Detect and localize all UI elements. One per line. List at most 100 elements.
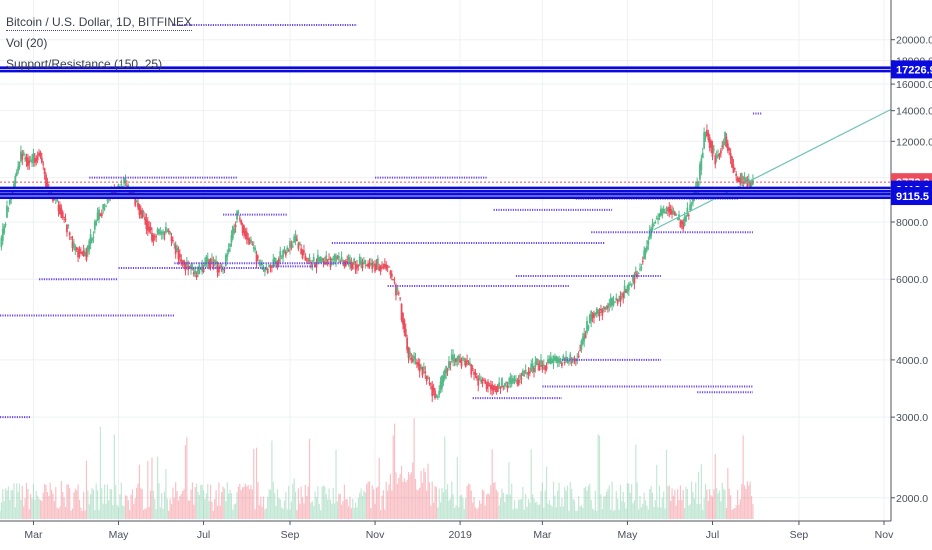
candle-body <box>343 260 346 267</box>
volume-bar <box>462 497 464 519</box>
candle-body <box>726 143 729 151</box>
candle-body <box>335 255 337 262</box>
candle-body <box>413 355 416 360</box>
candle-body <box>704 131 707 139</box>
candle-body <box>78 248 81 257</box>
candle-body <box>482 379 485 381</box>
candle-body <box>404 328 407 337</box>
candle-body <box>561 362 563 366</box>
volume-bar <box>102 503 104 519</box>
candle-body <box>308 257 311 262</box>
volume-bar <box>136 487 138 519</box>
candle-body <box>368 263 371 267</box>
volume-bar <box>671 488 673 519</box>
candle-body <box>672 210 675 214</box>
volume-bar <box>409 474 411 519</box>
volume-bar <box>643 492 645 519</box>
candle-body <box>676 218 679 220</box>
candle-body <box>262 269 265 271</box>
volume-bar <box>237 486 240 519</box>
volume-bar <box>264 509 266 519</box>
candle-body <box>397 292 400 294</box>
candle-body <box>243 225 245 234</box>
volume-bar <box>66 484 68 519</box>
candle-body <box>714 155 717 165</box>
volume-bar <box>430 505 432 519</box>
volume-bar <box>731 509 733 519</box>
volume-bar <box>163 491 166 519</box>
candle-body <box>315 261 318 268</box>
volume-bar <box>520 499 523 519</box>
volume-bar <box>499 497 502 519</box>
candle-body <box>456 357 459 362</box>
candle-body <box>739 177 742 185</box>
candle-body <box>547 359 549 363</box>
volume-bar <box>547 503 549 519</box>
candle-body <box>661 209 664 216</box>
volume-bar <box>618 509 620 519</box>
volume-bar <box>590 499 592 519</box>
volume-bar <box>516 508 518 519</box>
volume-bar <box>713 489 715 519</box>
candle-body <box>57 204 60 212</box>
legend-volume[interactable]: Vol (20) <box>6 36 48 50</box>
volume-bar <box>336 501 339 519</box>
candle-body <box>82 250 85 257</box>
volume-bar <box>518 499 520 519</box>
volume-bar <box>668 485 670 519</box>
candle-body <box>485 383 488 390</box>
legend-indicator[interactable]: Support/Resistance (150, 25) <box>6 57 163 71</box>
volume-bar <box>385 481 387 519</box>
volume-bar <box>368 481 371 519</box>
candle-body <box>330 258 333 261</box>
candle-body <box>565 356 567 362</box>
volume-bar <box>481 489 484 519</box>
volume-bar <box>552 481 555 519</box>
volume-bar <box>526 506 528 519</box>
volume-bar <box>608 485 610 519</box>
candle-body <box>167 230 170 233</box>
volume-bar <box>67 484 69 519</box>
candle-body <box>273 257 276 264</box>
candle-body <box>607 305 609 308</box>
volume-bar <box>78 499 81 519</box>
candle-body <box>64 219 67 221</box>
volume-bar <box>98 509 100 519</box>
volume-bar <box>382 490 385 519</box>
candle-body <box>496 385 499 392</box>
candle-body <box>499 386 502 389</box>
candle-body <box>593 313 595 319</box>
volume-bar <box>728 488 730 519</box>
legend-title[interactable]: Bitcoin / U.S. Dollar, 1D, BITFINEX <box>6 15 193 31</box>
volume-bar <box>265 508 267 519</box>
volume-bar <box>228 493 230 519</box>
candle-body <box>554 356 556 361</box>
candle-body <box>14 176 17 185</box>
candle-body <box>125 185 128 187</box>
candle-body <box>208 261 211 267</box>
candle-body <box>711 145 714 157</box>
candle-body <box>162 231 165 234</box>
volume-bar <box>492 482 495 519</box>
volume-bar <box>84 510 86 519</box>
candle-body <box>61 212 64 218</box>
candle-body <box>178 254 181 258</box>
volume-bar <box>675 505 677 519</box>
volume-bar <box>141 489 143 519</box>
candle-body <box>21 153 24 160</box>
candle-body <box>336 258 339 260</box>
volume-bar <box>246 486 248 519</box>
volume-bar <box>233 504 235 519</box>
volume-bar <box>255 447 258 519</box>
y-tick-label: 16000.0 <box>896 79 932 91</box>
volume-bar <box>292 483 294 519</box>
volume-bar <box>543 507 545 519</box>
candle-body <box>390 273 393 277</box>
candle-body <box>220 269 223 271</box>
volume-bar <box>367 481 369 519</box>
volume-bar <box>95 483 97 519</box>
volume-bar <box>603 496 605 519</box>
candle-body <box>244 230 247 237</box>
candle-body <box>307 259 310 262</box>
volume-bar <box>371 485 373 519</box>
